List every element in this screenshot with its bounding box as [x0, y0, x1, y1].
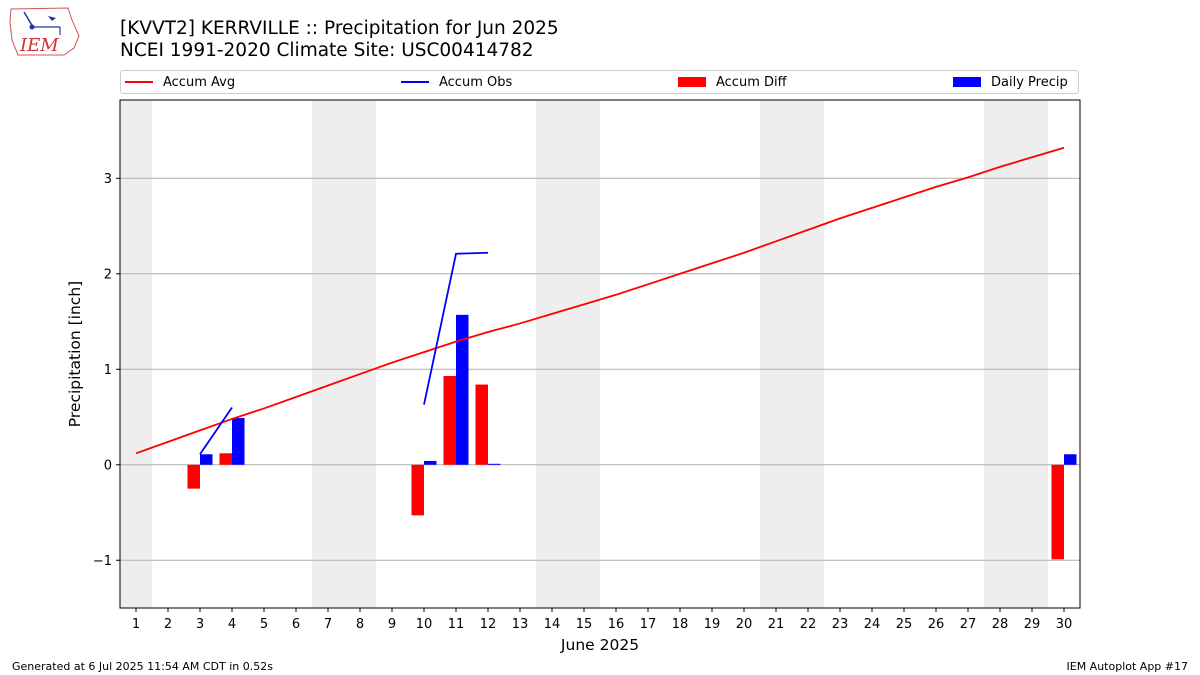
x-tick-label: 28 [992, 617, 1009, 632]
legend-label-accum-obs: Accum Obs [439, 75, 513, 90]
x-tick-label: 27 [960, 617, 977, 632]
chart-title: [KVVT2] KERRVILLE :: Precipitation for J… [120, 18, 559, 39]
weekend-shade-0 [120, 100, 152, 608]
legend-label-daily-precip: Daily Precip [991, 75, 1068, 90]
x-tick-label: 17 [640, 617, 657, 632]
accum-avg-line [135, 146, 1065, 455]
accum-obs-line [423, 251, 489, 405]
x-tick-label: 22 [800, 617, 817, 632]
x-tick-label: 3 [196, 617, 204, 632]
y-tick-label: 2 [104, 267, 112, 282]
x-tick-label: 23 [832, 617, 849, 632]
x-tick-label: 25 [896, 617, 913, 632]
y-tick-label: 0 [104, 458, 112, 473]
generated-note: Generated at 6 Jul 2025 11:54 AM CDT in … [12, 660, 273, 673]
x-tick-label: 2 [164, 617, 172, 632]
x-tick-label: 20 [736, 617, 753, 632]
x-tick-label: 10 [416, 617, 433, 632]
x-tick-label: 5 [260, 617, 268, 632]
daily-precip-bar [424, 460, 437, 465]
x-tick-label: 16 [608, 617, 625, 632]
x-tick-label: 15 [576, 617, 593, 632]
weekend-shade-4 [984, 100, 1048, 608]
accum-diff-bar [411, 464, 424, 516]
accum-diff-bar [1051, 464, 1064, 560]
x-axis-label: June 2025 [560, 636, 639, 654]
legend-swatch-daily-precip [953, 76, 981, 87]
accum-obs-line [199, 406, 233, 455]
x-tick-label: 18 [672, 617, 689, 632]
x-tick-label: 30 [1056, 617, 1073, 632]
accum-diff-bar [219, 453, 232, 465]
legend-label-accum-avg: Accum Avg [163, 75, 236, 90]
daily-precip-bar [200, 454, 213, 465]
x-tick-label: 6 [292, 617, 300, 632]
x-tick-label: 26 [928, 617, 945, 632]
accum-diff-bar [187, 464, 200, 489]
daily-precip-bar [1064, 454, 1077, 465]
x-tick-label: 4 [228, 617, 236, 632]
y-axis-label: Precipitation [inch] [66, 281, 84, 427]
chart-subtitle: NCEI 1991-2020 Climate Site: USC00414782 [120, 40, 534, 61]
y-tick-label: 1 [104, 363, 112, 378]
daily-precip-bar [456, 314, 469, 465]
y-tick-label: −1 [93, 554, 112, 569]
legend-swatch-accum-avg [125, 80, 153, 83]
logo-text: IEM [19, 35, 59, 56]
daily-precip-bar [488, 463, 501, 465]
iowa-state-weather-logo: IEM [9, 7, 80, 56]
x-tick-label: 8 [356, 617, 364, 632]
x-tick-label: 19 [704, 617, 721, 632]
app-credit: IEM Autoplot App #17 [1066, 660, 1189, 673]
daily-precip-bar [232, 417, 245, 465]
weekend-shade-3 [760, 100, 824, 608]
x-tick-label: 24 [864, 617, 881, 632]
x-tick-label: 21 [768, 617, 785, 632]
x-tick-label: 12 [480, 617, 497, 632]
accum-diff-bar [443, 375, 456, 465]
x-tick-label: 7 [324, 617, 332, 632]
legend-label-accum-diff: Accum Diff [716, 75, 787, 90]
x-tick-label: 13 [512, 617, 529, 632]
plot-frame [119, 99, 1081, 609]
x-tick-label: 9 [388, 617, 396, 632]
chart-legend: Accum Avg Accum Obs Accum Diff Daily Pre… [120, 70, 1079, 94]
legend-swatch-accum-obs [401, 80, 429, 83]
legend-item-daily-precip: Daily Precip [953, 74, 1068, 92]
x-tick-label: 1 [132, 617, 140, 632]
legend-item-accum-obs: Accum Obs [401, 74, 512, 92]
weekend-shade-1 [312, 100, 376, 608]
x-tick-label: 14 [544, 617, 561, 632]
legend-swatch-accum-diff [678, 76, 706, 87]
legend-item-accum-avg: Accum Avg [125, 74, 235, 92]
y-tick-label: 3 [104, 172, 112, 187]
x-tick-label: 11 [448, 617, 465, 632]
legend-item-accum-diff: Accum Diff [678, 74, 787, 92]
weekend-shade-2 [536, 100, 600, 608]
accum-diff-bar [475, 384, 488, 465]
x-tick-label: 29 [1024, 617, 1041, 632]
